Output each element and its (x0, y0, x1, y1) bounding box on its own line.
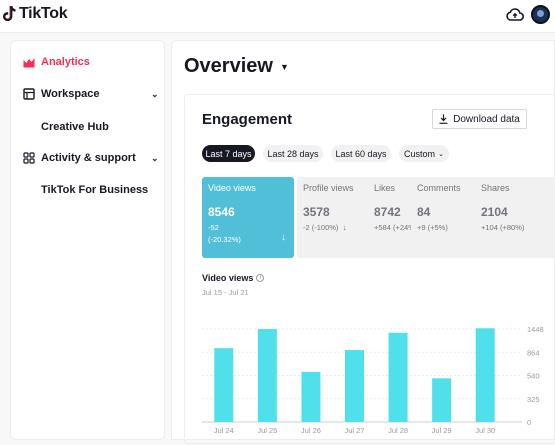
metric-label: Video views (208, 183, 256, 193)
sidebar-item-analytics[interactable]: Analytics (23, 56, 90, 68)
metric-value: 3578 (303, 205, 330, 219)
download-icon (439, 114, 448, 124)
tiktok-logo[interactable]: TikTok (3, 5, 68, 23)
range-custom-dropdown[interactable]: Custom ⌄ (399, 145, 449, 162)
chevron-down-icon: ⌄ (438, 150, 444, 158)
metric-label: Likes (374, 183, 396, 193)
page-title: Overview (184, 55, 273, 77)
range-last-7-days[interactable]: Last 7 days (202, 145, 255, 162)
metric-value: 2104 (481, 205, 508, 219)
sidebar-item-label: Workspace (41, 88, 100, 100)
tiktok-icon (3, 6, 16, 21)
sidebar-item-activity-support[interactable]: Activity & support ⌄ (23, 152, 159, 164)
bar-jul-29[interactable] (432, 378, 452, 422)
metric-shares[interactable]: Shares 2104 +104 (+80%) (475, 177, 555, 258)
range-last-28-days[interactable]: Last 28 days (263, 145, 323, 162)
range-custom-label: Custom (404, 148, 436, 159)
sidebar-item-tiktok-for-business[interactable]: TikTok For Business (41, 184, 149, 196)
overview-dropdown[interactable]: Overview ▼ (184, 55, 289, 78)
engagement-card: Engagement Download data Last 7 days Las… (184, 94, 555, 444)
arrow-down-icon: ↓ (342, 223, 347, 232)
download-data-button[interactable]: Download data (432, 109, 527, 129)
chart-title-row: Video views i (202, 273, 265, 283)
main-panel: Overview ▼ Engagement Download data Last… (171, 40, 555, 444)
workspace-icon (23, 88, 35, 100)
sidebar-item-label: Activity & support (41, 152, 136, 164)
metric-value: 8546 (208, 205, 235, 219)
y-tick-label: 0 (527, 418, 531, 427)
metric-delta: +9 (+5%) (417, 223, 448, 232)
metric-delta: +584 (+24%) (374, 223, 418, 232)
y-tick-label: 540 (527, 372, 540, 381)
arrow-down-icon: ↓ (281, 232, 286, 243)
chevron-down-icon[interactable]: ⌄ (151, 152, 159, 163)
metric-value: 8742 (374, 205, 401, 219)
y-tick-label: 325 (527, 395, 540, 404)
x-tick-label: Jul 27 (344, 426, 364, 435)
top-bar: TikTok (0, 0, 555, 33)
metric-label: Comments (417, 183, 461, 193)
x-tick-label: Jul 29 (432, 426, 452, 435)
metric-delta: -52 (208, 223, 219, 232)
x-tick-label: Jul 25 (257, 426, 277, 435)
chart-date-range: Jul 15 - Jul 21 (202, 288, 249, 297)
upload-cloud-icon[interactable] (506, 7, 524, 23)
metric-delta-row: -2 (-100%) ↓ (303, 222, 383, 234)
sidebar: Analytics Workspace ⌄ Creative Hub Activ… (10, 40, 165, 440)
download-label: Download data (453, 113, 520, 125)
sidebar-item-creative-hub[interactable]: Creative Hub (41, 121, 109, 133)
video-views-chart: 1448 864 540 325 0 Jul 24 Jul 25 Jul 26 Jul 27 Ju… (202, 325, 544, 435)
sidebar-item-workspace[interactable]: Workspace ⌄ (23, 88, 159, 100)
x-tick-label: Jul 26 (301, 426, 321, 435)
metric-label: Shares (481, 183, 510, 193)
info-icon[interactable]: i (256, 274, 265, 282)
bar-jul-25[interactable] (257, 329, 277, 422)
bar-jul-27[interactable] (345, 350, 364, 422)
caret-down-icon: ▼ (279, 61, 289, 72)
bar-jul-24[interactable] (214, 348, 234, 422)
range-last-60-days[interactable]: Last 60 days (331, 145, 391, 162)
bar-jul-28[interactable] (388, 332, 408, 422)
metric-video-views[interactable]: Video views 8546 -52 (-20.32%) ↓ (202, 177, 294, 258)
y-tick-label: 864 (527, 348, 540, 357)
analytics-icon (23, 57, 35, 67)
metric-label: Profile views (303, 183, 354, 193)
x-tick-label: Jul 24 (214, 426, 234, 435)
y-tick-label: 1448 (527, 325, 544, 334)
chevron-down-icon[interactable]: ⌄ (151, 88, 159, 99)
sidebar-item-label: Analytics (41, 56, 90, 68)
activity-icon (23, 152, 35, 164)
metric-delta: -2 (-100%) (303, 223, 339, 232)
bar-jul-30[interactable] (475, 328, 495, 422)
app-name: TikTok (19, 5, 68, 22)
user-avatar[interactable] (531, 5, 550, 24)
engagement-title: Engagement (202, 111, 293, 128)
bar-jul-26[interactable] (301, 371, 321, 422)
metric-delta-percent: (-20.32%) (208, 235, 241, 244)
metric-value: 84 (417, 205, 431, 219)
chart-title: Video views (202, 273, 254, 283)
x-tick-label: Jul 28 (388, 426, 408, 435)
x-tick-label: Jul 30 (475, 426, 495, 435)
metric-delta: +104 (+80%) (481, 223, 525, 232)
